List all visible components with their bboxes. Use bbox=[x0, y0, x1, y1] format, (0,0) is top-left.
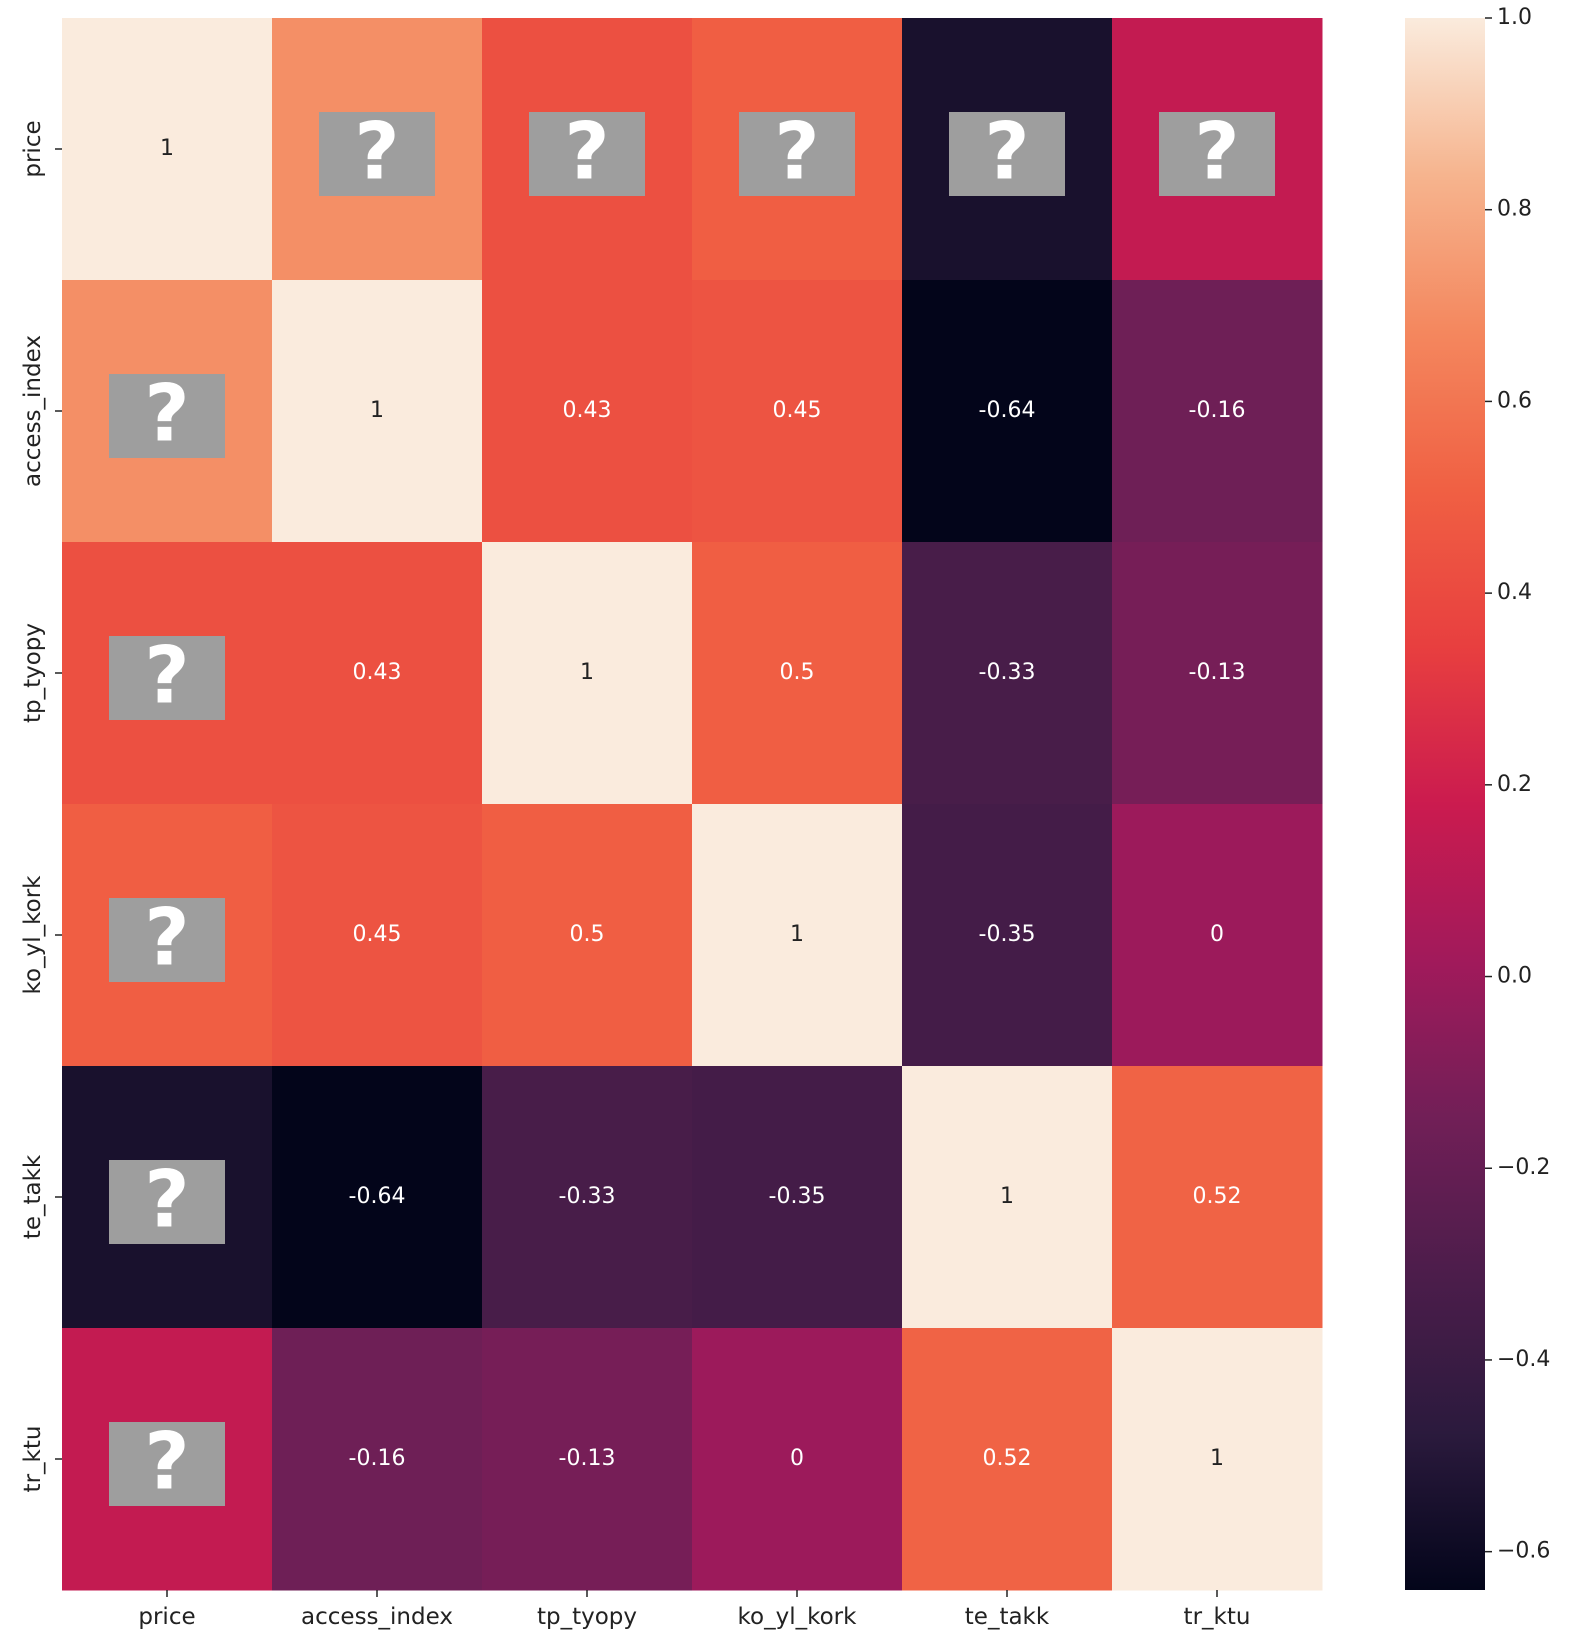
heatmap-cell-5-1 bbox=[272, 1328, 483, 1591]
x-tick-label: ko_yl_kork bbox=[738, 1604, 858, 1630]
masked-value-box bbox=[109, 898, 225, 982]
x-axis: price access_index tp_tyopy ko_yl_kork te_ta… bbox=[138, 1590, 1250, 1630]
x-tick-label: te_takk bbox=[965, 1604, 1050, 1630]
colorbar-tick-label: 1.0 bbox=[1497, 5, 1532, 30]
heatmap-cell-2-5 bbox=[1112, 542, 1323, 805]
heatmap-cell-2-1 bbox=[272, 542, 483, 805]
heatmap-cell-3-4 bbox=[902, 804, 1113, 1067]
masked-value-box bbox=[949, 112, 1065, 196]
heatmap-cell-5-3 bbox=[692, 1328, 903, 1591]
masked-value-mark: ? bbox=[984, 107, 1029, 197]
heatmap-cell-2-2 bbox=[482, 542, 693, 805]
masked-value-box bbox=[109, 374, 225, 458]
masked-value-box bbox=[1159, 112, 1275, 196]
cell-value-label: 0.52 bbox=[1193, 1184, 1242, 1209]
masked-value-mark: ? bbox=[1194, 107, 1239, 197]
cell-value-label: -0.33 bbox=[979, 660, 1036, 685]
cell-value-label: 1 bbox=[160, 136, 174, 161]
cell-value-label: 0 bbox=[790, 1446, 804, 1471]
x-tick-label: tr_ktu bbox=[1184, 1604, 1251, 1630]
masked-value-box bbox=[109, 1422, 225, 1506]
heatmap-cell-3-2 bbox=[482, 804, 693, 1067]
heatmap-cell-1-5 bbox=[1112, 280, 1323, 543]
y-tick-label: access_index bbox=[20, 335, 46, 487]
heatmap-cell-3-5 bbox=[1112, 804, 1323, 1067]
cell-value-label: 0 bbox=[1210, 922, 1224, 947]
colorbar-tick-label: −0.6 bbox=[1497, 1539, 1550, 1564]
x-tick-label: access_index bbox=[301, 1604, 453, 1630]
colorbar: 1.0 0.8 0.6 0.4 0.2 0.0 −0.2 −0.4 −0.6 bbox=[1405, 5, 1550, 1590]
colorbar-tick-label: −0.2 bbox=[1497, 1155, 1550, 1180]
y-tick-label: te_takk bbox=[20, 1154, 46, 1239]
masked-value-box bbox=[109, 1160, 225, 1244]
cell-value-label: 0.43 bbox=[563, 398, 612, 423]
y-tick-label: tr_ktu bbox=[20, 1426, 46, 1493]
cell-value-label: -0.35 bbox=[979, 922, 1036, 947]
masked-value-box bbox=[109, 636, 225, 720]
y-tick-label: tp_tyopy bbox=[20, 623, 46, 723]
masked-value-mark: ? bbox=[354, 107, 399, 197]
masked-value-mark: ? bbox=[564, 107, 609, 197]
cell-value-label: -0.16 bbox=[1189, 398, 1246, 423]
cell-value-label: 0.45 bbox=[773, 398, 822, 423]
masked-value-box bbox=[319, 112, 435, 196]
cell-value-label: -0.13 bbox=[559, 1446, 616, 1471]
cell-value-label: 0.52 bbox=[983, 1446, 1032, 1471]
heatmap-cell-5-5 bbox=[1112, 1328, 1323, 1591]
colorbar-tick-label: 0.4 bbox=[1497, 580, 1532, 605]
heatmap-cell-4-1 bbox=[272, 1066, 483, 1329]
cell-value-label: 0.5 bbox=[780, 660, 815, 685]
heatmap-cell-3-1 bbox=[272, 804, 483, 1067]
heatmap-cell-1-1 bbox=[272, 280, 483, 543]
colorbar-tick-label: 0.6 bbox=[1497, 388, 1532, 413]
cell-value-label: -0.16 bbox=[349, 1446, 406, 1471]
masked-value-box bbox=[529, 112, 645, 196]
masked-value-mark: ? bbox=[144, 1155, 189, 1245]
cell-value-label: 0.43 bbox=[353, 660, 402, 685]
cell-value-label: 1 bbox=[1000, 1184, 1014, 1209]
cell-value-label: 1 bbox=[1210, 1446, 1224, 1471]
heatmap-cell-1-3 bbox=[692, 280, 903, 543]
heatmap-cell-5-2 bbox=[482, 1328, 693, 1591]
heatmap-cell-2-3 bbox=[692, 542, 903, 805]
cell-value-label: 0.5 bbox=[570, 922, 605, 947]
colorbar-tick-label: 0.2 bbox=[1497, 772, 1532, 797]
cell-value-label: -0.64 bbox=[349, 1184, 406, 1209]
colorbar-tick-label: 0.8 bbox=[1497, 197, 1532, 222]
colorbar-tick-label: 0.0 bbox=[1497, 964, 1532, 989]
x-tick-label: price bbox=[138, 1604, 195, 1630]
cell-value-label: 1 bbox=[580, 660, 594, 685]
heatmap-cell-4-3 bbox=[692, 1066, 903, 1329]
masked-value-mark: ? bbox=[144, 1417, 189, 1507]
masked-value-mark: ? bbox=[144, 631, 189, 721]
cell-value-label: -0.33 bbox=[559, 1184, 616, 1209]
heatmap-cells: 1?????? 1 0.43 0.45 -0.64 -0.16? 0.43 1 0.5 -0.33… bbox=[62, 18, 1323, 1591]
heatmap-cell-1-4 bbox=[902, 280, 1113, 543]
heatmap-cell-5-4 bbox=[902, 1328, 1113, 1591]
y-tick-label: ko_yl_kork bbox=[20, 875, 46, 995]
masked-value-box bbox=[739, 112, 855, 196]
heatmap-cell-4-2 bbox=[482, 1066, 693, 1329]
heatmap-cell-4-5 bbox=[1112, 1066, 1323, 1329]
cell-value-label: 1 bbox=[790, 922, 804, 947]
cell-value-label: -0.64 bbox=[979, 398, 1036, 423]
x-tick-label: tp_tyopy bbox=[537, 1604, 637, 1630]
heatmap-cell-0-0 bbox=[62, 18, 273, 281]
heatmap-cell-3-3 bbox=[692, 804, 903, 1067]
masked-value-mark: ? bbox=[144, 369, 189, 459]
heatmap-cell-1-2 bbox=[482, 280, 693, 543]
cell-value-label: 1 bbox=[370, 398, 384, 423]
heatmap-cell-2-4 bbox=[902, 542, 1113, 805]
heatmap-cell-4-4 bbox=[902, 1066, 1113, 1329]
colorbar-scale bbox=[1405, 18, 1485, 1590]
masked-value-mark: ? bbox=[774, 107, 819, 197]
cell-value-label: 0.45 bbox=[353, 922, 402, 947]
y-tick-label: price bbox=[20, 120, 46, 177]
cell-value-label: -0.35 bbox=[769, 1184, 826, 1209]
colorbar-tick-label: −0.4 bbox=[1497, 1347, 1550, 1372]
y-axis: price access_index tp_tyopy ko_yl_kork te_ta… bbox=[20, 120, 62, 1492]
cell-value-label: -0.13 bbox=[1189, 660, 1246, 685]
masked-value-mark: ? bbox=[144, 893, 189, 983]
